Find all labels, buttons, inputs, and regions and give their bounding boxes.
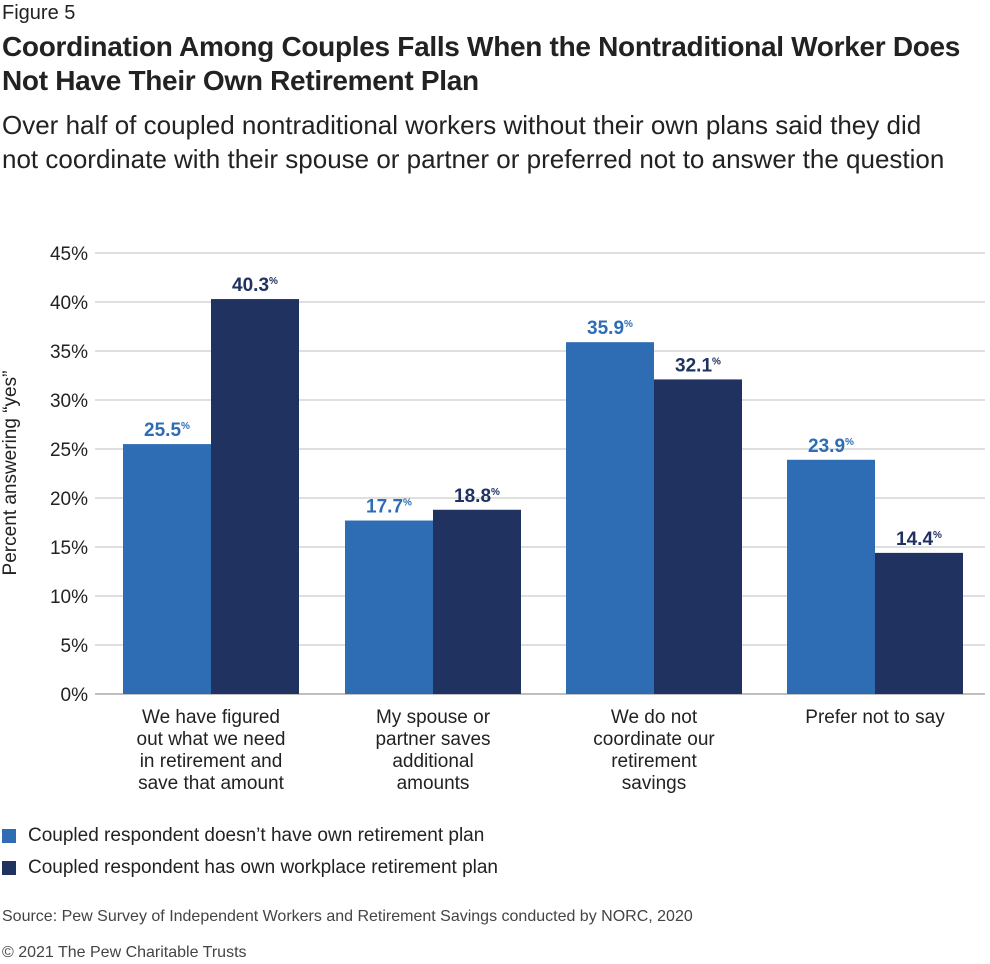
data-label: 14.4%: [896, 529, 942, 550]
y-tick-label: 45%: [50, 244, 88, 265]
y-tick-label: 10%: [50, 587, 88, 608]
y-tick-label: 20%: [50, 489, 88, 510]
legend-item-has-plan: Coupled respondent has own workplace ret…: [2, 857, 498, 879]
data-label: 23.9%: [808, 436, 854, 457]
x-category-label: Prefer not to say: [805, 707, 945, 728]
y-tick-label: 5%: [61, 636, 89, 657]
legend-swatch: [2, 861, 16, 875]
copyright: © 2021 The Pew Charitable Trusts: [2, 944, 247, 961]
legend-swatch: [2, 829, 16, 843]
y-tick-label: 15%: [50, 538, 88, 559]
chart-title: Coordination Among Couples Falls When th…: [2, 31, 961, 96]
bar: [566, 342, 654, 694]
x-category-label: My spouse or partner saves additional am…: [375, 707, 491, 794]
bar: [787, 459, 875, 694]
chart-subtitle: Over half of coupled nontraditional work…: [2, 110, 945, 174]
bar: [433, 509, 521, 694]
source-note: Source: Pew Survey of Independent Worker…: [2, 908, 693, 925]
y-tick-label: 40%: [50, 293, 88, 314]
y-tick-label: 25%: [50, 440, 88, 461]
x-category-label: We do not coordinate our retirement savi…: [593, 707, 715, 794]
figure-label: Figure 5: [2, 2, 76, 24]
data-label: 35.9%: [587, 318, 633, 339]
bar: [875, 552, 963, 694]
bar: [211, 299, 299, 694]
y-tick-label: 0%: [61, 685, 89, 706]
data-label: 18.8%: [454, 486, 500, 507]
legend-label: Coupled respondent doesn’t have own reti…: [28, 825, 485, 846]
data-label: 32.1%: [675, 355, 721, 376]
bar: [654, 379, 742, 694]
legend-label: Coupled respondent has own workplace ret…: [28, 857, 498, 878]
data-label: 17.7%: [366, 497, 412, 518]
bar-chart: 0% 5% 10% 15% 20% 25% 30% 35% 40% 45% Percent answ…: [0, 244, 985, 706]
y-tick-label: 30%: [50, 391, 88, 412]
data-label: 25.5%: [144, 420, 190, 441]
y-axis-label: Percent answering “yes”: [0, 371, 21, 576]
data-label: 40.3%: [232, 275, 278, 296]
legend-item-no-plan: Coupled respondent doesn’t have own reti…: [2, 825, 484, 847]
y-tick-label: 35%: [50, 342, 88, 363]
bar: [345, 520, 433, 694]
x-category-label: We have figured out what we need in reti…: [136, 707, 286, 794]
bar: [123, 444, 211, 694]
